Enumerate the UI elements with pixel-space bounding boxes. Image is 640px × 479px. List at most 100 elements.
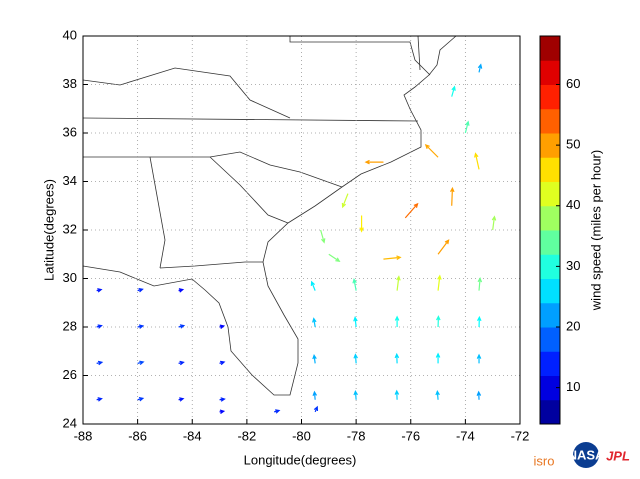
colorbar-tick-label: 20 (566, 318, 580, 333)
logos: isro NASA JPL (534, 442, 630, 468)
colorbar-band (540, 351, 560, 376)
wind-arrow (219, 324, 226, 329)
x-tick-label: -84 (183, 428, 202, 443)
colorbar-band (540, 84, 560, 110)
y-tick-label: 28 (63, 318, 77, 333)
wind-arrow (437, 239, 450, 255)
wind-arrow (436, 315, 441, 328)
wind-arrow (396, 275, 401, 291)
wind-arrow (435, 352, 441, 364)
x-tick-label: -72 (511, 428, 530, 443)
wind-arrow (476, 390, 482, 400)
wind-arrow (424, 144, 439, 158)
wind-arrow (137, 287, 144, 293)
colorbar-band (540, 205, 560, 231)
wind-arrow (435, 389, 440, 400)
state-border (82, 67, 291, 119)
wind-arrow (219, 360, 226, 366)
nasa-logo: NASA (568, 447, 605, 462)
colorbar-tick-label: 30 (566, 258, 580, 273)
x-axis-label: Longitude(degrees) (244, 452, 357, 467)
state-border (417, 35, 421, 71)
colorbar-tick-label: 60 (566, 76, 580, 91)
colorbar-tick-label: 50 (566, 137, 580, 152)
colorbar-band (540, 181, 560, 207)
y-tick-label: 34 (63, 173, 77, 188)
y-tick-label: 24 (63, 415, 77, 430)
y-tick-label: 38 (63, 76, 77, 91)
isro-logo: isro (534, 453, 555, 468)
wind-arrow (491, 215, 497, 231)
wind-arrow (310, 280, 316, 291)
wind-arrow (312, 353, 317, 364)
wind-arrow (96, 324, 103, 329)
colorbar-band (540, 278, 560, 304)
state-border (149, 156, 166, 269)
state-border (159, 261, 263, 269)
nasa-circle (573, 442, 599, 468)
wind-arrow (137, 397, 145, 402)
wind-arrow (178, 360, 185, 366)
wind-arrow (178, 288, 185, 293)
wind-arrow (394, 352, 400, 364)
wind-vectors (96, 63, 497, 414)
wind-arrow (137, 360, 145, 365)
wind-arrow (96, 397, 103, 402)
coastlines (82, 35, 457, 396)
colorbar-band (540, 157, 560, 182)
colorbar: 10 20 30 40 50 60 (539, 35, 580, 425)
wind-arrow (394, 389, 400, 400)
colorbar-frame (539, 35, 561, 425)
x-tick-label: -74 (456, 428, 475, 443)
y-tick-label: 26 (63, 367, 77, 382)
wind-arrow (96, 288, 103, 293)
wind-arrow (320, 229, 326, 244)
colorbar-band (540, 60, 560, 85)
axes-frame (82, 35, 521, 425)
wind-arrow (364, 159, 384, 165)
x-tick-label: -82 (237, 428, 256, 443)
colorbar-label: wind speed (miles per hour) (588, 150, 603, 311)
wind-arrow (328, 253, 341, 263)
wind-arrow (178, 397, 185, 402)
y-tick-label: 32 (63, 221, 77, 236)
colorbar-band (540, 36, 560, 61)
x-tick-label: -80 (292, 428, 311, 443)
x-tick-label: -78 (347, 428, 366, 443)
wind-arrow (477, 277, 483, 291)
x-tick-label: -86 (128, 428, 147, 443)
colorbar-band (540, 399, 560, 425)
wind-arrow (450, 186, 455, 206)
y-tick-label: 36 (63, 124, 77, 139)
wind-arrow (464, 120, 470, 134)
wind-arrow (476, 315, 482, 328)
state-border (82, 117, 419, 122)
colorbar-band (540, 375, 560, 401)
wind-arrow (137, 324, 145, 329)
wind-arrow (96, 360, 104, 366)
wind-arrow (451, 85, 456, 97)
wind-arrow (476, 353, 482, 364)
x-tick-label: -76 (401, 428, 420, 443)
colorbar-tick-label: 10 (566, 379, 580, 394)
wind-arrow (219, 397, 226, 402)
wind-arrow (352, 278, 357, 291)
wind-arrow (178, 324, 186, 329)
wind-arrow (353, 316, 358, 328)
state-border (83, 151, 343, 188)
wind-arrow (437, 274, 442, 291)
y-tick-label: 40 (63, 27, 77, 42)
jpl-logo: JPL (606, 448, 630, 463)
x-tick-label: -88 (74, 428, 93, 443)
plot-area (83, 36, 520, 424)
wind-arrow (383, 255, 402, 260)
wind-arrow (474, 152, 480, 170)
colorbar-band (540, 133, 560, 158)
wind-arrow (353, 389, 358, 400)
state-border (209, 156, 289, 224)
wind-arrow (353, 353, 358, 364)
wind-arrow (312, 390, 318, 400)
colorbar-band (540, 254, 560, 279)
wind-arrow (219, 409, 226, 414)
